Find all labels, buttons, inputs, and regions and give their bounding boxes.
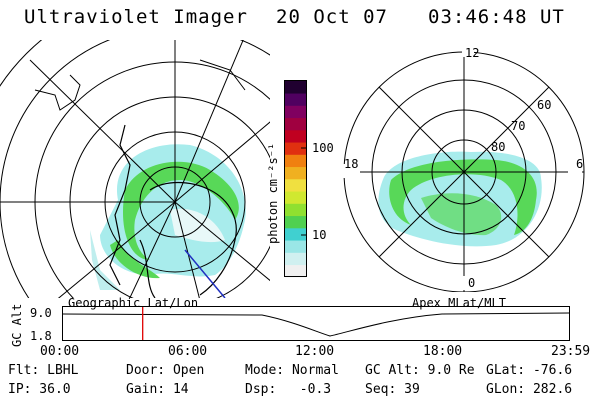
mlt-label-12: 12 <box>465 46 480 60</box>
timeline-plot <box>62 306 570 341</box>
colorbar-stripe <box>285 154 306 168</box>
colorbar-stripe <box>285 117 306 131</box>
status-gain: Gain: 14 <box>126 382 189 397</box>
timeline-xtick-1800: 18:00 <box>423 344 463 359</box>
status-dsp: Dsp: -0.3 <box>245 382 332 397</box>
timeline-xtick-0000: 00:00 <box>40 344 80 359</box>
mlat-label-70: 70 <box>511 119 526 133</box>
colorbar-stripe <box>285 191 306 204</box>
colorbar-stripe <box>285 166 306 180</box>
mlt-label-0: 0 <box>468 276 476 290</box>
timeline-xtick-1200: 12:00 <box>295 344 335 359</box>
status-ip: IP: 36.0 <box>8 382 71 397</box>
geographic-map <box>0 40 270 298</box>
colorbar-stripe <box>285 215 306 229</box>
timeline-ytick-1_8: 1.8 <box>30 329 52 343</box>
colorbar <box>284 80 307 278</box>
status-gc-alt: GC Alt: 9.0 Re <box>365 363 475 378</box>
time-label: 03:46:48 UT <box>428 6 565 28</box>
timeline-axis-label: GC Alt <box>10 303 24 347</box>
colorbar-stripe <box>285 93 306 106</box>
status-glat: GLat: -76.6 <box>486 363 573 378</box>
timeline-xtick-2359: 23:59 <box>551 344 591 359</box>
mlt-label-6: 6 <box>576 157 584 171</box>
colorbar-stripe <box>285 228 306 241</box>
status-mode: Mode: Normal <box>245 363 339 378</box>
colorbar-stripe <box>285 130 306 143</box>
colorbar-stripe <box>285 203 306 217</box>
colorbar-tick-10: 10 <box>312 228 327 242</box>
colorbar-stripe <box>285 264 306 278</box>
status-door: Door: Open <box>126 363 205 378</box>
status-glon: GLon: 282.6 <box>486 382 573 397</box>
colorbar-stripe <box>285 252 306 266</box>
timeline-ytick-9: 9.0 <box>30 306 52 320</box>
mlt-label-18: 18 <box>344 157 359 171</box>
colorbar-stripe <box>285 105 306 119</box>
timeline-xtick-0600: 06:00 <box>168 344 208 359</box>
colorbar-stripe <box>285 179 306 192</box>
status-seq: Seq: 39 <box>365 382 420 397</box>
colorbar-stripe <box>285 142 306 155</box>
magnetic-map <box>340 45 585 292</box>
colorbar-tick-100: 100 <box>312 141 334 155</box>
colorbar-stripe <box>285 81 306 94</box>
colorbar-stripe <box>285 240 306 253</box>
status-filter: Flt: LBHL <box>8 363 79 378</box>
app-title: Ultraviolet Imager <box>24 6 248 28</box>
mlat-label-60: 60 <box>537 98 552 112</box>
date-label: 20 Oct 07 <box>276 6 388 28</box>
mlat-label-80: 80 <box>491 140 506 154</box>
colorbar-unit-label: photon cm⁻²s⁻¹ <box>266 142 280 244</box>
